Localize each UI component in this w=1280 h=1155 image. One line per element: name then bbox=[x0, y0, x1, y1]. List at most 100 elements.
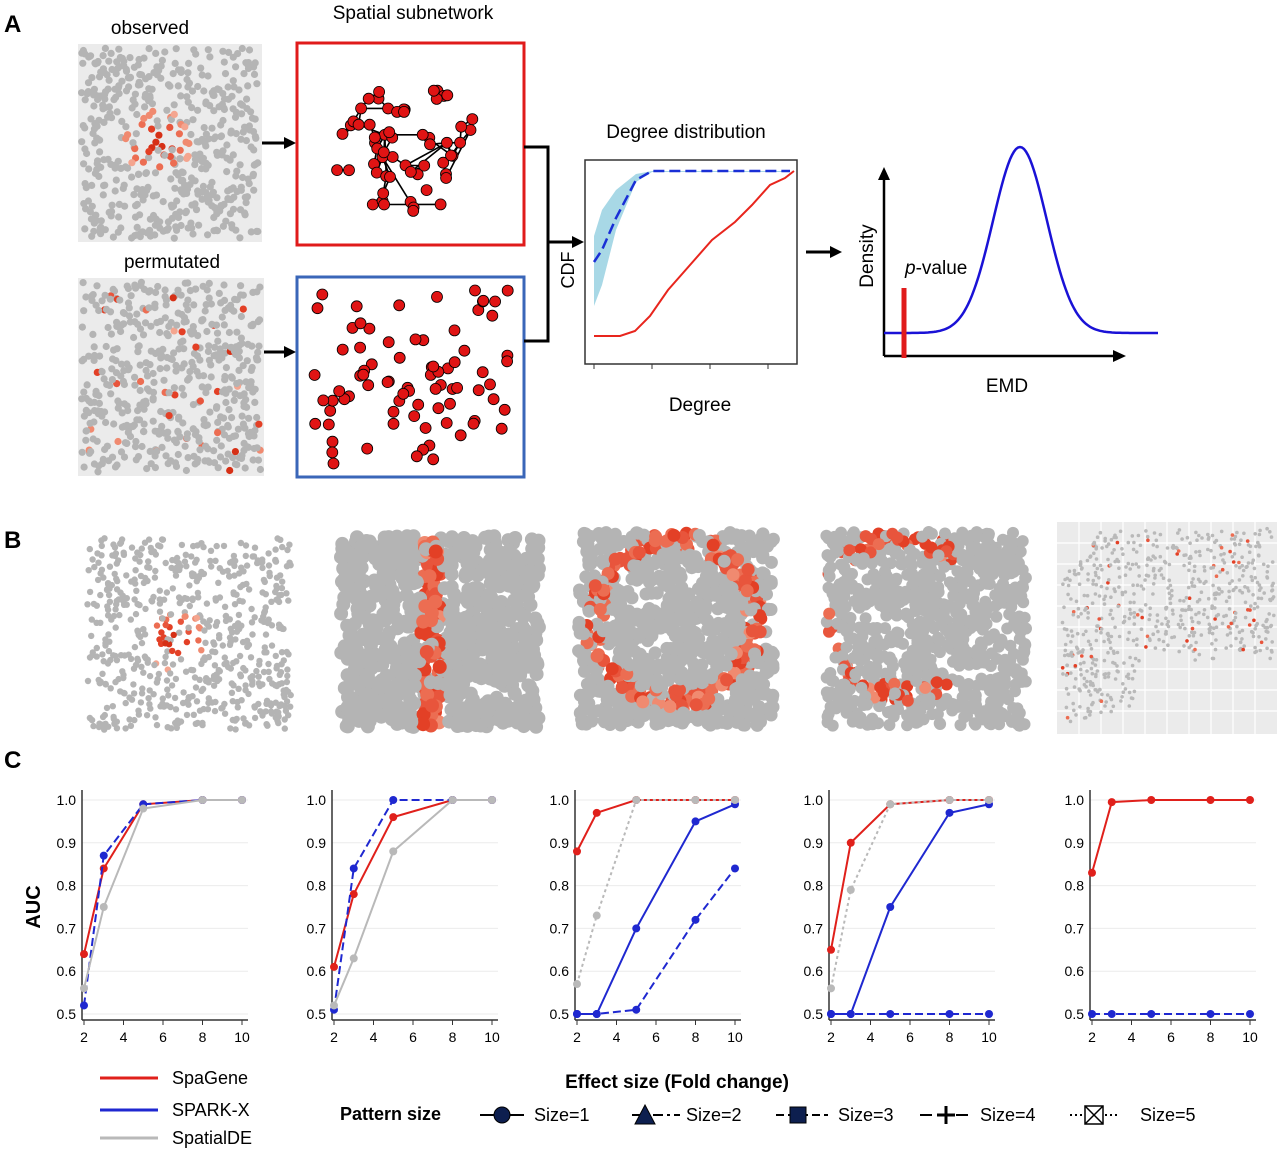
network-node bbox=[420, 184, 433, 197]
expression-spot bbox=[145, 148, 153, 156]
expression-spot bbox=[217, 132, 226, 140]
network-node bbox=[477, 294, 490, 307]
tissue-spot bbox=[1103, 539, 1107, 543]
expression-spot bbox=[990, 610, 1003, 623]
tissue-spot bbox=[1109, 709, 1113, 714]
expression-spot bbox=[108, 365, 116, 373]
tissue-spot bbox=[1264, 619, 1268, 624]
expression-spot bbox=[157, 543, 164, 550]
expression-spot bbox=[104, 155, 112, 163]
network-node bbox=[361, 442, 374, 455]
expression-spot bbox=[183, 154, 191, 162]
expression-spot bbox=[175, 413, 183, 421]
expression-spot bbox=[210, 682, 218, 689]
expression-spot bbox=[115, 200, 123, 208]
expression-spot bbox=[182, 207, 190, 215]
expression-spot bbox=[204, 231, 212, 239]
expression-spot bbox=[183, 638, 191, 646]
expression-spot bbox=[127, 722, 135, 729]
expression-spot bbox=[164, 648, 171, 655]
expression-spot bbox=[916, 598, 929, 611]
expression-spot bbox=[117, 164, 125, 172]
expression-spot bbox=[764, 535, 778, 548]
expression-spot bbox=[99, 651, 106, 658]
expression-spot bbox=[131, 145, 139, 153]
tissue-spot bbox=[1194, 530, 1198, 535]
panel-label-c: C bbox=[4, 747, 21, 774]
expression-spot bbox=[231, 460, 239, 468]
network-node bbox=[382, 336, 395, 349]
expression-spot bbox=[467, 537, 482, 551]
expression-spot bbox=[151, 464, 159, 472]
tissue-spot bbox=[1103, 704, 1107, 708]
expression-spot bbox=[171, 184, 179, 192]
expression-spot bbox=[723, 526, 737, 540]
expression-spot bbox=[191, 460, 199, 468]
tissue-spot bbox=[1128, 600, 1133, 605]
expression-spot bbox=[229, 105, 237, 113]
expression-spot bbox=[156, 636, 163, 643]
expression-spot bbox=[107, 390, 115, 398]
tissue-spot bbox=[1074, 645, 1079, 650]
expression-spot bbox=[247, 108, 255, 116]
expression-spot bbox=[105, 57, 113, 65]
expression-spot bbox=[184, 296, 192, 304]
expression-spot bbox=[120, 674, 127, 682]
expression-spot bbox=[219, 642, 226, 649]
tissue-spot bbox=[1270, 583, 1274, 588]
tissue-spot bbox=[1265, 646, 1269, 651]
expression-spot bbox=[577, 701, 591, 715]
expression-spot bbox=[82, 436, 90, 444]
expression-spot bbox=[79, 279, 87, 287]
expression-spot bbox=[273, 585, 281, 592]
expression-spot bbox=[235, 366, 243, 374]
expression-spot bbox=[250, 161, 258, 169]
tissue-spot bbox=[1151, 592, 1155, 596]
expression-spot bbox=[572, 615, 586, 629]
expression-spot bbox=[443, 669, 458, 684]
expression-spot bbox=[102, 418, 110, 427]
expression-spot bbox=[906, 715, 919, 728]
expression-spot bbox=[529, 667, 544, 682]
expression-spot bbox=[82, 293, 90, 301]
expression-spot bbox=[183, 93, 191, 101]
tissue-spot bbox=[1197, 652, 1202, 657]
expression-spot bbox=[228, 414, 236, 422]
expression-spot bbox=[196, 446, 204, 454]
expression-spot bbox=[685, 561, 699, 575]
expression-spot bbox=[204, 457, 212, 465]
expression-spot bbox=[226, 210, 234, 218]
expression-spot bbox=[985, 711, 998, 724]
expression-spot bbox=[85, 567, 92, 574]
network-node bbox=[434, 198, 447, 211]
network-node bbox=[397, 387, 410, 400]
expression-spot bbox=[508, 558, 523, 573]
expression-spot bbox=[182, 613, 189, 620]
tissue-spot bbox=[1112, 651, 1116, 655]
expression-spot bbox=[663, 700, 677, 713]
expression-spot bbox=[384, 587, 399, 602]
tissue-spot bbox=[1092, 551, 1096, 556]
expression-spot bbox=[213, 542, 220, 550]
expression-spot bbox=[960, 591, 973, 604]
expression-spot bbox=[139, 228, 147, 236]
tissue-spot bbox=[1202, 581, 1206, 586]
expression-spot bbox=[708, 652, 722, 666]
expression-spot bbox=[177, 186, 185, 194]
expression-spot bbox=[239, 291, 247, 299]
expression-spot bbox=[131, 373, 139, 381]
expression-spot bbox=[251, 544, 259, 551]
expression-spot bbox=[840, 697, 853, 710]
expression-spot bbox=[352, 703, 367, 718]
expression-spot bbox=[189, 401, 197, 409]
expression-spot bbox=[125, 651, 132, 658]
expression-spot bbox=[210, 459, 219, 467]
network-node bbox=[469, 284, 481, 297]
expression-spot bbox=[428, 544, 443, 559]
expression-spot bbox=[182, 668, 190, 675]
expression-spot bbox=[122, 135, 130, 143]
tissue-spot bbox=[1132, 615, 1137, 619]
expression-spot bbox=[251, 59, 259, 67]
expression-spot bbox=[202, 100, 210, 108]
expression-spot bbox=[163, 364, 171, 372]
